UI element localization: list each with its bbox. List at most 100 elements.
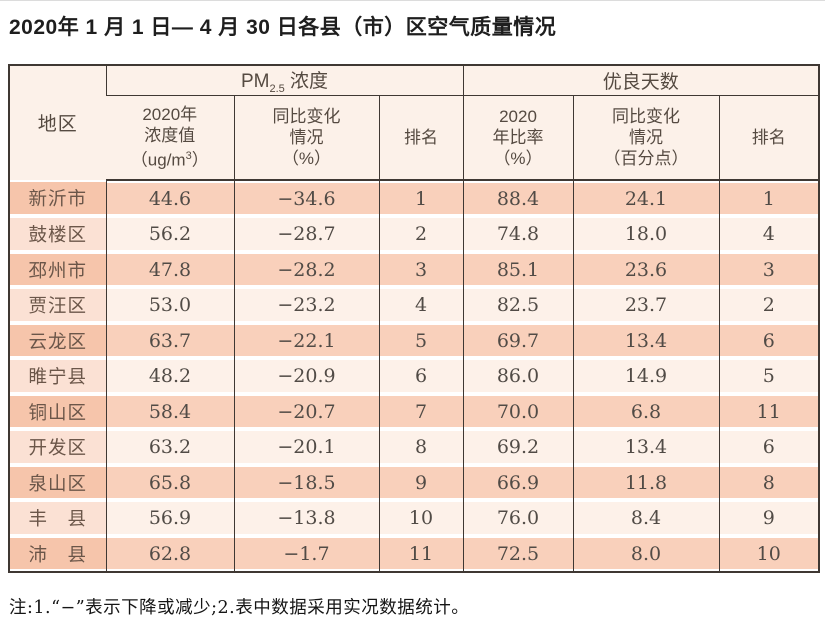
ratio-rank-cell: 10 bbox=[718, 535, 820, 573]
region-cell: 贾汪区 bbox=[9, 287, 106, 323]
region-cell: 新沂市 bbox=[9, 179, 106, 217]
ratio-rank-cell: 5 bbox=[718, 358, 820, 394]
pm25-change-cell: −23.2 bbox=[233, 287, 379, 323]
table-row: 睢宁县 48.2 −20.9 6 86.0 14.9 5 bbox=[9, 358, 820, 394]
region-cell: 开发区 bbox=[9, 429, 106, 465]
ratio-rank-cell: 6 bbox=[718, 322, 820, 359]
region-name: 铜山区 bbox=[28, 401, 87, 423]
region-cell: 睢宁县 bbox=[9, 358, 106, 394]
pm25-group-label: PM2.5 浓度 bbox=[240, 71, 329, 95]
ratio-rank: 1 bbox=[762, 187, 775, 210]
pm25-subscript: 2.5 bbox=[269, 82, 285, 95]
region-header-label: 地区 bbox=[37, 114, 78, 136]
pm25-value-cell: 58.4 bbox=[105, 393, 234, 430]
top-divider bbox=[0, 0, 825, 1]
region-band: 睢宁县 bbox=[10, 360, 106, 392]
table-row: 泉山区 65.8 −18.5 9 66.9 11.8 8 bbox=[9, 464, 820, 501]
ratio-value: 85.1 bbox=[496, 258, 540, 281]
ratio-change-cell: 8.0 bbox=[572, 535, 719, 573]
pm25-value: 56.2 bbox=[148, 223, 192, 246]
pm25-rank-cell: 6 bbox=[378, 358, 463, 394]
pm25-value-cell: 63.2 bbox=[105, 429, 234, 465]
col-header-region: 地区 bbox=[9, 65, 106, 180]
pm25-rank: 6 bbox=[414, 365, 428, 388]
ratio-rank: 4 bbox=[762, 223, 775, 246]
ratio-change-cell: 14.9 bbox=[572, 358, 719, 394]
pm25-value-cell: 63.7 bbox=[105, 322, 234, 359]
ratio-cell: 74.8 bbox=[462, 216, 573, 252]
pm25-change: −20.9 bbox=[277, 365, 336, 388]
col-header-ratio-change: 同比变化 情况 （百分点） bbox=[572, 95, 719, 181]
ratio-rank-cell: 8 bbox=[718, 464, 820, 501]
ratio-change: 23.7 bbox=[624, 294, 668, 317]
ratio-cell: 72.5 bbox=[462, 535, 573, 573]
pm25-value-cell: 62.8 bbox=[105, 535, 234, 573]
table-row: 新沂市 44.6 −34.6 1 88.4 24.1 1 bbox=[9, 179, 820, 217]
region-name: 沛 县 bbox=[28, 543, 87, 565]
col-group-pm25: PM2.5 浓度 bbox=[105, 65, 463, 96]
pm25-rank: 5 bbox=[414, 329, 428, 352]
ratio-cell: 69.7 bbox=[462, 322, 573, 359]
ratio-change: 6.8 bbox=[630, 400, 662, 423]
pm25-value: 62.8 bbox=[148, 542, 192, 565]
table-row: 铜山区 58.4 −20.7 7 70.0 6.8 11 bbox=[9, 393, 820, 430]
col-header-ratio-rank: 排名 bbox=[718, 95, 820, 181]
col-header-ratio: 2020 年比率 （%） bbox=[462, 95, 573, 181]
pm25-rank-cell: 11 bbox=[378, 535, 463, 573]
ratio-rank: 6 bbox=[762, 329, 775, 352]
pm25-rank-cell: 10 bbox=[378, 500, 463, 536]
pm25-change-cell: −34.6 bbox=[233, 179, 379, 217]
ratio-change-cell: 13.4 bbox=[572, 322, 719, 359]
ratio-change: 18.0 bbox=[624, 223, 668, 246]
ratio-rank: 6 bbox=[762, 436, 775, 459]
pm25-change-cell: −20.9 bbox=[233, 358, 379, 394]
ratio-change: 11.8 bbox=[624, 471, 668, 494]
ratio-rank-cell: 3 bbox=[718, 251, 820, 288]
region-band: 贾汪区 bbox=[10, 289, 106, 321]
ratio-rank-cell: 2 bbox=[718, 287, 820, 323]
col-header-pm25-rank: 排名 bbox=[378, 95, 463, 181]
ratio-cell: 66.9 bbox=[462, 464, 573, 501]
pm25-rank-cell: 1 bbox=[378, 179, 463, 217]
pm25-rank: 3 bbox=[414, 258, 428, 281]
pm25-value: 58.4 bbox=[148, 400, 192, 423]
pm25-value-cell: 56.9 bbox=[105, 500, 234, 536]
ratio-rank: 5 bbox=[762, 365, 775, 388]
pm25-rank-cell: 4 bbox=[378, 287, 463, 323]
pm25-change-cell: −22.1 bbox=[233, 322, 379, 359]
ratio-change: 23.6 bbox=[624, 258, 668, 281]
pm25-change: −20.1 bbox=[277, 436, 336, 459]
ratio-value: 69.7 bbox=[496, 329, 540, 352]
ratio-value: 74.8 bbox=[496, 223, 540, 246]
table-row: 邳州市 47.8 −28.2 3 85.1 23.6 3 bbox=[9, 251, 820, 288]
ratio-change: 24.1 bbox=[624, 187, 668, 210]
ratio-change: 13.4 bbox=[624, 329, 668, 352]
pm25-rank-cell: 5 bbox=[378, 322, 463, 359]
region-name: 邳州市 bbox=[28, 259, 87, 281]
pm25-value: 63.7 bbox=[148, 329, 192, 352]
pm25-value-cell: 44.6 bbox=[105, 179, 234, 217]
ratio-value: 66.9 bbox=[496, 471, 540, 494]
ratio-change-cell: 24.1 bbox=[572, 179, 719, 217]
ratio-change: 14.9 bbox=[624, 365, 668, 388]
region-name: 丰 县 bbox=[28, 508, 87, 530]
ratio-cell: 70.0 bbox=[462, 393, 573, 430]
ratio-value: 76.0 bbox=[496, 507, 540, 530]
region-band: 泉山区 bbox=[10, 466, 106, 499]
ratio-change: 8.4 bbox=[630, 507, 662, 530]
ratio-cell: 82.5 bbox=[462, 287, 573, 323]
region-name: 贾汪区 bbox=[28, 295, 87, 317]
col-header-pm25-change: 同比变化 情况 （%） bbox=[233, 95, 379, 181]
pm25-rank: 9 bbox=[414, 471, 428, 494]
ratio-cell: 86.0 bbox=[462, 358, 573, 394]
cubed-superscript: 3 bbox=[185, 149, 192, 162]
pm25-value-cell: 53.0 bbox=[105, 287, 234, 323]
table-row: 贾汪区 53.0 −23.2 4 82.5 23.7 2 bbox=[9, 287, 820, 323]
region-name: 新沂市 bbox=[28, 188, 87, 210]
ratio-change-cell: 23.6 bbox=[572, 251, 719, 288]
region-cell: 鼓楼区 bbox=[9, 216, 106, 252]
pm25-change: −28.2 bbox=[277, 258, 336, 281]
region-cell: 泉山区 bbox=[9, 464, 106, 501]
pm25-rank-cell: 9 bbox=[378, 464, 463, 501]
pm25-change: −18.5 bbox=[277, 471, 336, 494]
